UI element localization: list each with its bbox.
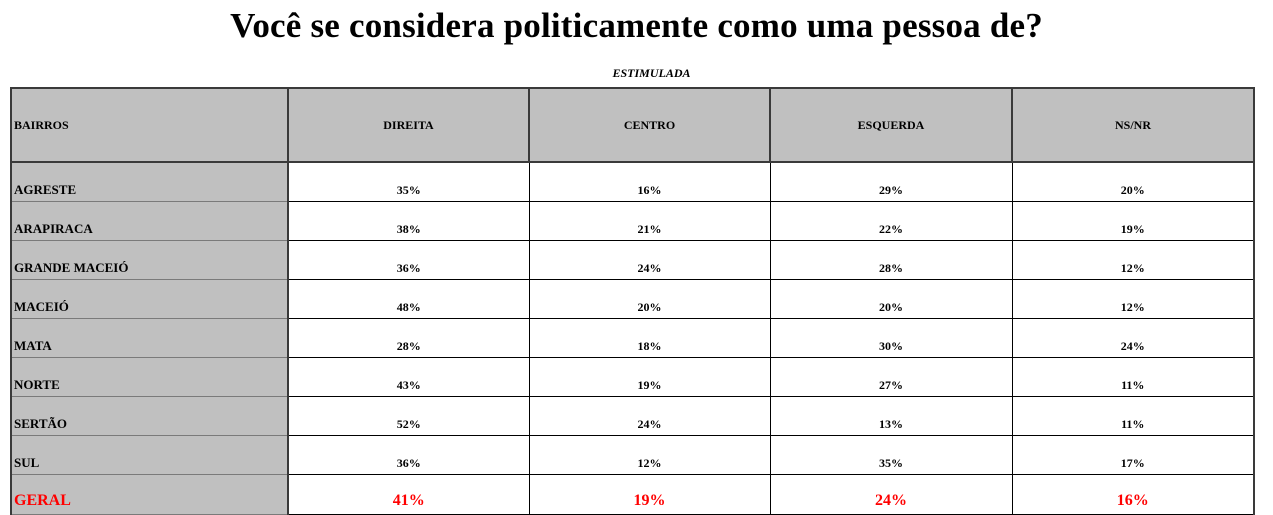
cell-centro: 24% xyxy=(528,396,771,436)
cell-nsnr: 11% xyxy=(1011,396,1255,436)
cell-centro: 19% xyxy=(528,357,771,397)
cell-nsnr: 17% xyxy=(1011,435,1255,475)
cell-direita: 48% xyxy=(287,279,530,319)
cell-esquerda: 35% xyxy=(769,435,1013,475)
row-name: GRANDE MACEIÓ xyxy=(10,240,289,280)
cell-centro: 12% xyxy=(528,435,771,475)
cell-nsnr: 12% xyxy=(1011,279,1255,319)
cell-centro: 20% xyxy=(528,279,771,319)
page-title: Você se considera politicamente como uma… xyxy=(230,6,1043,45)
header-nsnr: NS/NR xyxy=(1011,87,1255,163)
row-name: SERTÃO xyxy=(10,396,289,436)
row-name: ARAPIRACA xyxy=(10,201,289,241)
table-row: SERTÃO 52% 24% 13% 11% xyxy=(10,396,1255,436)
cell-nsnr: 11% xyxy=(1011,357,1255,397)
results-table: BAIRROS DIREITA CENTRO ESQUERDA NS/NR AG… xyxy=(10,87,1255,515)
cell-esquerda: 29% xyxy=(769,162,1013,202)
row-name: SUL xyxy=(10,435,289,475)
header-esquerda: ESQUERDA xyxy=(769,87,1013,163)
cell-esquerda: 22% xyxy=(769,201,1013,241)
cell-direita: 52% xyxy=(287,396,530,436)
row-name: AGRESTE xyxy=(10,162,289,202)
table-row: SUL 36% 12% 35% 17% xyxy=(10,435,1255,475)
total-esquerda: 24% xyxy=(769,474,1013,515)
cell-nsnr: 20% xyxy=(1011,162,1255,202)
cell-direita: 36% xyxy=(287,240,530,280)
cell-nsnr: 24% xyxy=(1011,318,1255,358)
row-name: MATA xyxy=(10,318,289,358)
table-row: MATA 28% 18% 30% 24% xyxy=(10,318,1255,358)
table-row: MACEIÓ 48% 20% 20% 12% xyxy=(10,279,1255,319)
total-row-name: GERAL xyxy=(10,474,289,515)
table-row: ARAPIRACA 38% 21% 22% 19% xyxy=(10,201,1255,241)
cell-direita: 38% xyxy=(287,201,530,241)
header-centro: CENTRO xyxy=(528,87,771,163)
header-direita: DIREITA xyxy=(287,87,530,163)
row-name: NORTE xyxy=(10,357,289,397)
cell-direita: 36% xyxy=(287,435,530,475)
table-row: NORTE 43% 19% 27% 11% xyxy=(10,357,1255,397)
cell-centro: 21% xyxy=(528,201,771,241)
cell-direita: 43% xyxy=(287,357,530,397)
cell-direita: 35% xyxy=(287,162,530,202)
table-row: GRANDE MACEIÓ 36% 24% 28% 12% xyxy=(10,240,1255,280)
table-header-row: BAIRROS DIREITA CENTRO ESQUERDA NS/NR xyxy=(10,87,1255,163)
total-nsnr: 16% xyxy=(1011,474,1255,515)
cell-centro: 16% xyxy=(528,162,771,202)
cell-direita: 28% xyxy=(287,318,530,358)
cell-esquerda: 28% xyxy=(769,240,1013,280)
table-row: AGRESTE 35% 16% 29% 20% xyxy=(10,162,1255,202)
table-subtitle: ESTIMULADA xyxy=(612,66,691,80)
total-centro: 19% xyxy=(528,474,771,515)
cell-esquerda: 27% xyxy=(769,357,1013,397)
cell-esquerda: 20% xyxy=(769,279,1013,319)
total-direita: 41% xyxy=(287,474,530,515)
header-bairros: BAIRROS xyxy=(10,87,289,163)
cell-centro: 24% xyxy=(528,240,771,280)
row-name: MACEIÓ xyxy=(10,279,289,319)
cell-nsnr: 19% xyxy=(1011,201,1255,241)
cell-centro: 18% xyxy=(528,318,771,358)
cell-esquerda: 30% xyxy=(769,318,1013,358)
cell-esquerda: 13% xyxy=(769,396,1013,436)
cell-nsnr: 12% xyxy=(1011,240,1255,280)
total-row: GERAL 41% 19% 24% 16% xyxy=(10,474,1255,515)
